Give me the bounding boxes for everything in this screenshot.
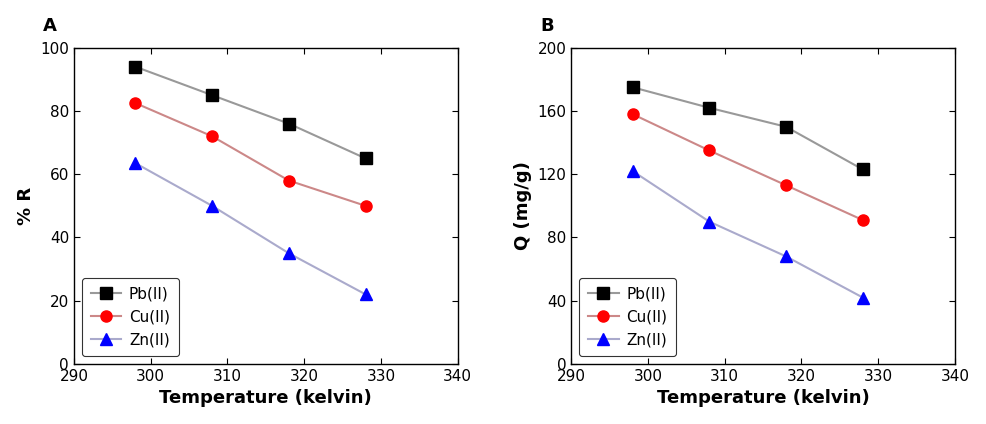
Pb(II) [360, 156, 372, 161]
Zn(II) [780, 254, 792, 259]
Zn(II) [703, 219, 715, 224]
Line: Zn(II): Zn(II) [627, 165, 869, 303]
Pb(II) [857, 167, 869, 172]
Y-axis label: % R: % R [17, 187, 35, 225]
Pb(II) [780, 124, 792, 129]
Cu(II) [780, 183, 792, 188]
Line: Cu(II): Cu(II) [627, 109, 869, 226]
Cu(II) [129, 100, 141, 106]
Pb(II) [627, 85, 639, 90]
Line: Pb(II): Pb(II) [627, 82, 869, 175]
Cu(II) [283, 178, 295, 183]
Zn(II) [129, 161, 141, 166]
Pb(II) [129, 64, 141, 69]
Pb(II) [703, 105, 715, 110]
Cu(II) [360, 203, 372, 208]
Pb(II) [283, 121, 295, 126]
Zn(II) [283, 251, 295, 256]
Cu(II) [857, 218, 869, 223]
Zn(II) [360, 292, 372, 297]
Line: Pb(II): Pb(II) [130, 61, 371, 164]
Text: B: B [540, 17, 554, 35]
Zn(II) [627, 168, 639, 173]
Cu(II) [703, 148, 715, 153]
Zn(II) [857, 295, 869, 300]
X-axis label: Temperature (kelvin): Temperature (kelvin) [160, 389, 372, 407]
Legend: Pb(II), Cu(II), Zn(II): Pb(II), Cu(II), Zn(II) [82, 278, 179, 356]
Line: Zn(II): Zn(II) [130, 158, 371, 300]
Legend: Pb(II), Cu(II), Zn(II): Pb(II), Cu(II), Zn(II) [579, 278, 676, 356]
Cu(II) [206, 134, 218, 139]
Line: Cu(II): Cu(II) [130, 98, 371, 212]
Zn(II) [206, 203, 218, 208]
Cu(II) [627, 112, 639, 117]
Y-axis label: Q (mg/g): Q (mg/g) [514, 162, 531, 250]
X-axis label: Temperature (kelvin): Temperature (kelvin) [657, 389, 870, 407]
Text: A: A [43, 17, 57, 35]
Pb(II) [206, 92, 218, 98]
